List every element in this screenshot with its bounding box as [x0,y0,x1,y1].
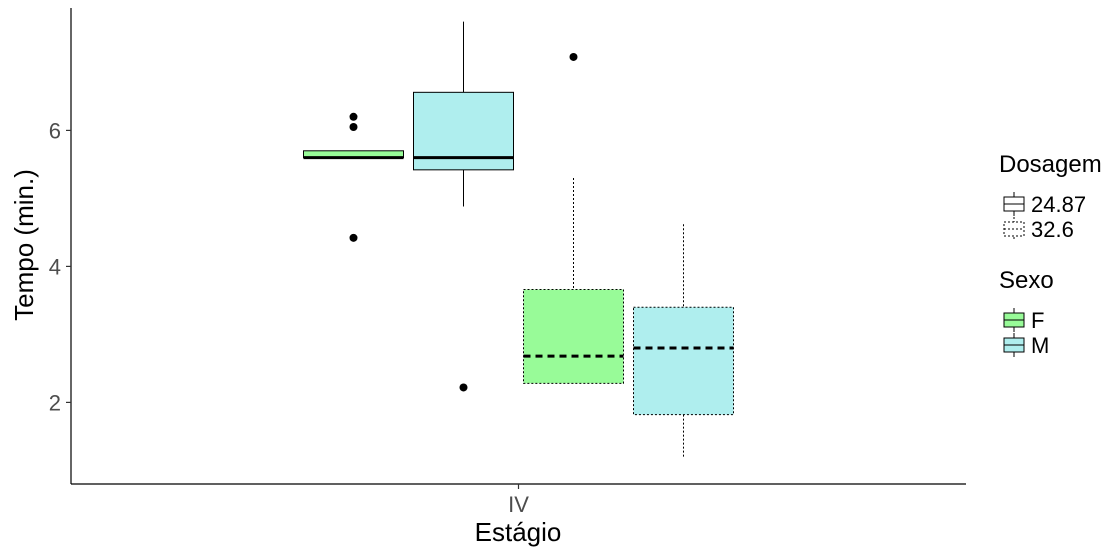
legend-label: 32.6 [1031,217,1074,242]
box-F-32.6 [523,52,624,384]
legend-title: Dosagem [999,151,1102,178]
y-tick-label: 4 [49,254,61,279]
outlier-point [349,123,358,131]
outlier-point [569,52,578,61]
box-body [633,306,734,416]
axes [70,8,966,485]
y-tick-label: 6 [49,118,61,143]
x-tick-label: IV [508,492,529,517]
box-body [523,289,624,384]
legend-label: 24.87 [1031,192,1086,217]
legend-key [1003,217,1025,241]
legend-key [1003,333,1025,357]
y-axis-title: Tempo (min.) [9,169,39,321]
outlier-point [459,383,468,392]
box-M-32.6 [633,224,734,457]
plot-area [303,21,734,457]
outlier-point [349,233,358,242]
legend-label: M [1031,333,1049,358]
box-F-24.87 [303,112,404,242]
legend-key [1003,192,1025,216]
axis-ticks: 2 4 6 IV [49,118,529,517]
y-tick-label: 2 [49,390,61,415]
legend-title: Sexo [999,267,1054,294]
legend-label: F [1031,308,1044,333]
legend-key [1003,308,1025,332]
box-M-24.87 [413,21,514,392]
x-axis-title: Estágio [475,517,562,547]
outlier-point [349,112,358,121]
